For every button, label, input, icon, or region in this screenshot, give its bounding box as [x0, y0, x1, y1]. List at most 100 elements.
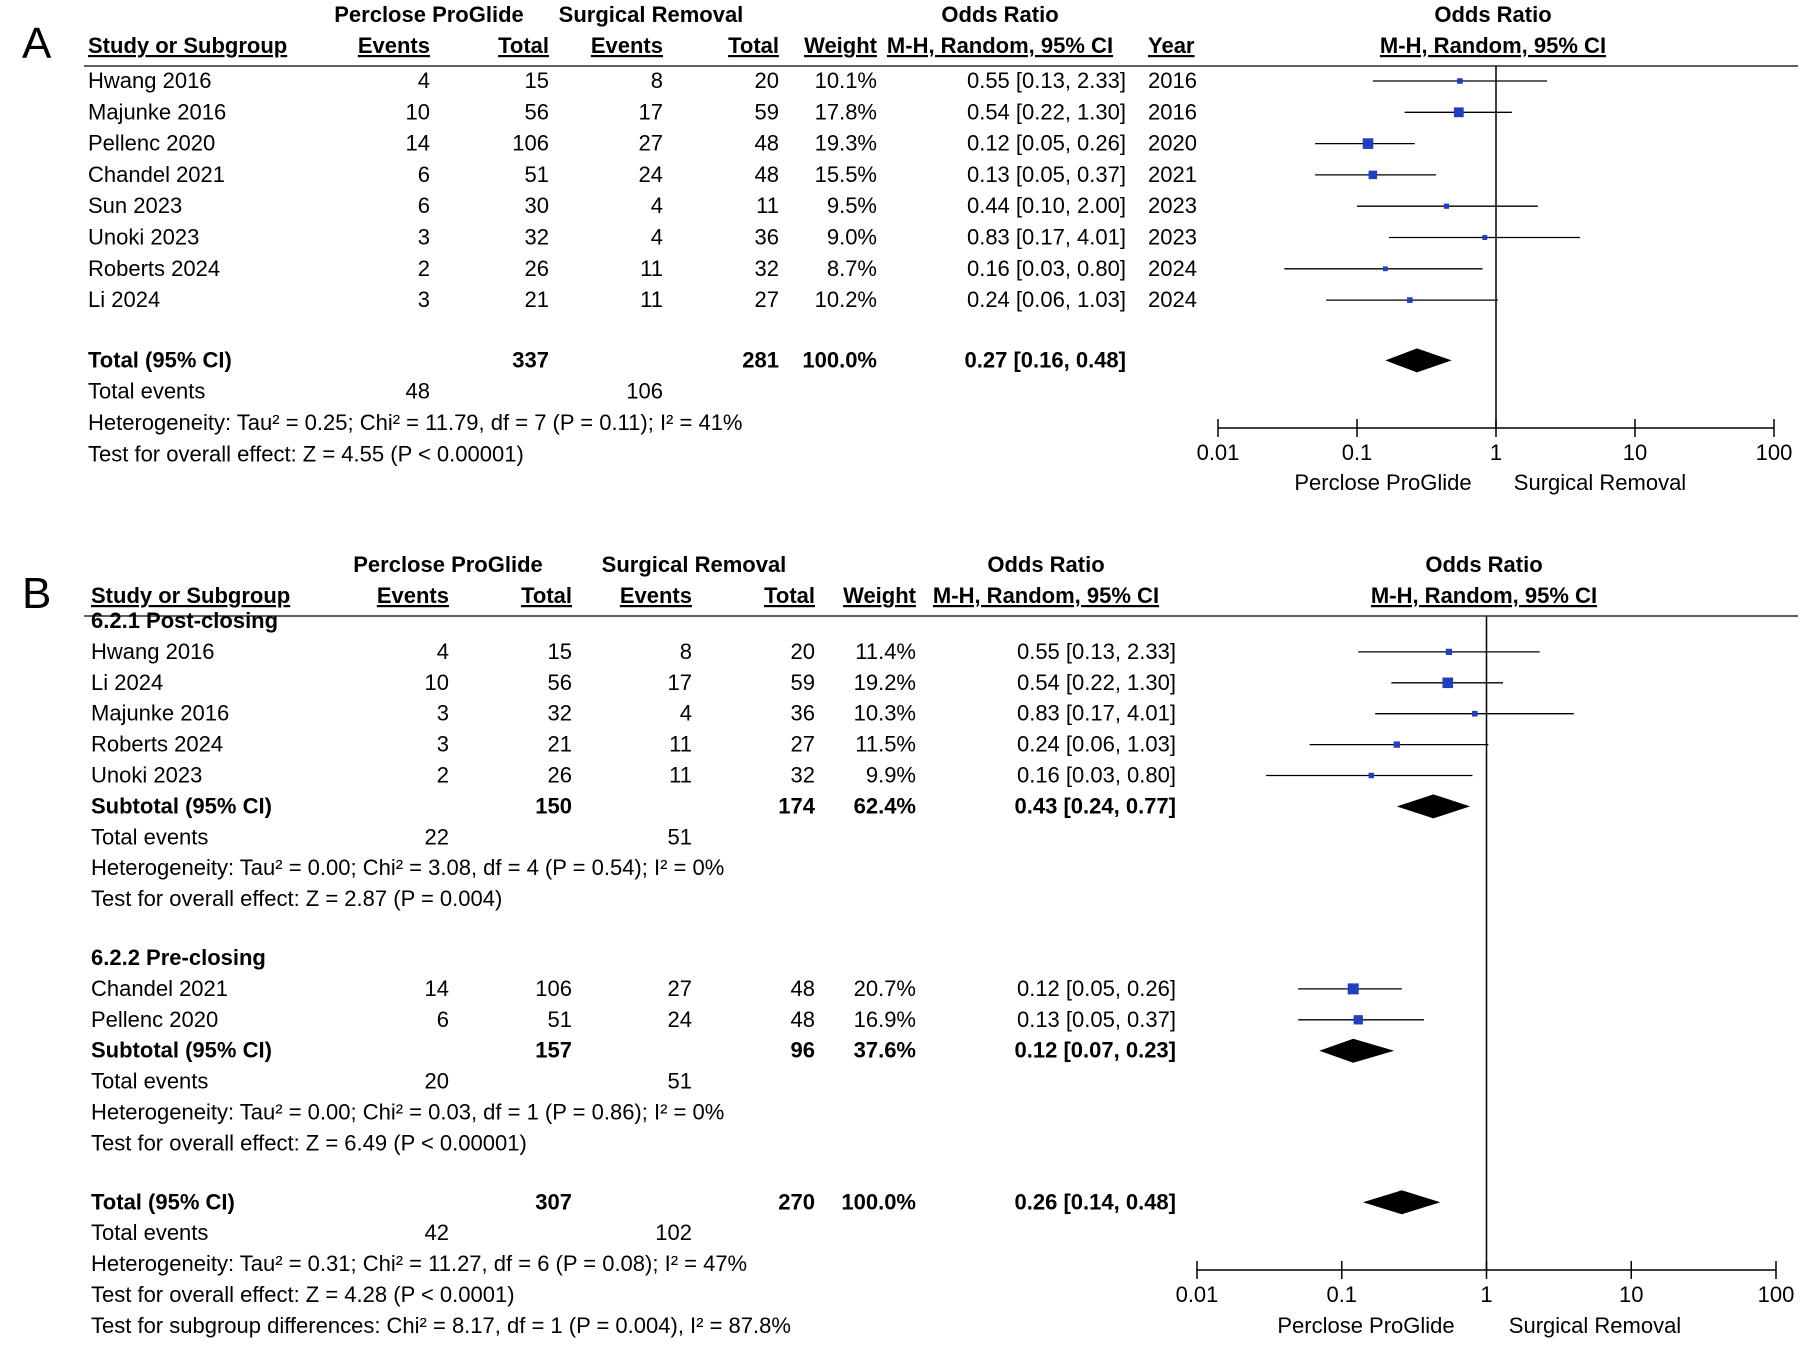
- total-events-label: Total events: [91, 1069, 208, 1094]
- study-events-c: 27: [668, 976, 692, 1001]
- pooled-estimate-diamond: [1362, 1190, 1441, 1215]
- events-e-header: Events: [377, 583, 449, 608]
- x-tick-label: 1: [1480, 1282, 1492, 1307]
- summary-note: Heterogeneity: Tau² = 0.00; Chi² = 3.08,…: [91, 855, 724, 880]
- study-total-e: 15: [548, 639, 572, 664]
- study-events-c: 24: [639, 162, 663, 187]
- study-weight: 9.0%: [827, 225, 877, 250]
- plot-method-header: M-H, Random, 95% CI: [1371, 583, 1597, 608]
- point-estimate-marker: [1471, 710, 1478, 717]
- summary-note: Test for overall effect: Z = 2.87 (P = 0…: [91, 886, 502, 911]
- pooled-ci-text: 0.26 [0.14, 0.48]: [1015, 1189, 1176, 1214]
- x-tick-label: 10: [1623, 440, 1647, 465]
- experimental-group-header: Perclose ProGlide: [353, 552, 543, 577]
- x-tick-label: 0.1: [1326, 1282, 1357, 1307]
- study-total-e: 51: [548, 1007, 572, 1032]
- pooled-total-c: 270: [778, 1189, 815, 1214]
- pooled-ci-text: 0.43 [0.24, 0.77]: [1015, 793, 1176, 818]
- study-events-c: 27: [639, 131, 663, 156]
- study-total-e: 32: [548, 701, 572, 726]
- study-events-c: 8: [680, 639, 692, 664]
- pooled-name: Total (95% CI): [88, 347, 232, 372]
- study-events-e: 3: [418, 225, 430, 250]
- year-header: Year: [1148, 33, 1195, 58]
- study-total-c: 11: [756, 193, 779, 218]
- study-events-e: 6: [437, 1007, 449, 1032]
- study-ci-text: 0.13 [0.05, 0.37]: [967, 162, 1126, 187]
- effect-method-header: M-H, Random, 95% CI: [887, 33, 1113, 58]
- total-events-label: Total events: [88, 379, 205, 404]
- study-weight: 11.4%: [855, 639, 916, 664]
- study-weight: 10.1%: [815, 68, 877, 93]
- study-ci-text: 0.55 [0.13, 2.33]: [967, 68, 1126, 93]
- weight-header: Weight: [843, 583, 917, 608]
- study-name: Pellenc 2020: [91, 1007, 218, 1032]
- study-ci-text: 0.24 [0.06, 1.03]: [967, 287, 1126, 312]
- study-year: 2021: [1148, 162, 1197, 187]
- study-name: Unoki 2023: [91, 763, 202, 788]
- study-ci-text: 0.83 [0.17, 4.01]: [967, 225, 1126, 250]
- study-events-e: 14: [425, 976, 449, 1001]
- study-weight: 11.5%: [855, 732, 916, 757]
- point-estimate-marker: [1453, 107, 1464, 118]
- x-tick-label: 0.01: [1176, 1282, 1219, 1307]
- forest-panel-a: A Perclose ProGlide Surgical Removal Odds R…: [22, 2, 1798, 495]
- study-total-c: 20: [755, 68, 779, 93]
- plot-method-header: M-H, Random, 95% CI: [1380, 33, 1606, 58]
- x-tick-label: 100: [1756, 440, 1793, 465]
- study-year: 2024: [1148, 256, 1197, 281]
- total-c-header: Total: [764, 583, 815, 608]
- pooled-total-e: 157: [535, 1038, 572, 1063]
- favours-left-label: Perclose ProGlide: [1294, 470, 1471, 495]
- study-total-c: 27: [755, 287, 779, 312]
- summary-note: Test for overall effect: Z = 6.49 (P < 0…: [91, 1130, 527, 1155]
- pooled-total-c: 96: [791, 1038, 815, 1063]
- study-ci-text: 0.44 [0.10, 2.00]: [967, 193, 1126, 218]
- total-events-e: 20: [425, 1069, 449, 1094]
- plot-column-header: Odds Ratio: [1434, 2, 1551, 27]
- study-events-e: 6: [418, 162, 430, 187]
- study-total-c: 32: [755, 256, 779, 281]
- study-events-c: 11: [640, 287, 663, 312]
- control-group-header: Surgical Removal: [602, 552, 787, 577]
- study-events-e: 3: [437, 701, 449, 726]
- point-estimate-marker: [1407, 297, 1413, 303]
- study-weight: 8.7%: [827, 256, 877, 281]
- x-tick-label: 1: [1490, 440, 1502, 465]
- effect-column-header: Odds Ratio: [987, 552, 1104, 577]
- study-year: 2020: [1148, 131, 1197, 156]
- study-total-c: 48: [755, 131, 779, 156]
- control-group-header: Surgical Removal: [559, 2, 744, 27]
- study-events-e: 6: [418, 193, 430, 218]
- study-weight: 16.9%: [854, 1007, 916, 1032]
- study-name: Majunke 2016: [91, 701, 229, 726]
- pooled-weight: 100.0%: [802, 347, 877, 372]
- study-name: Hwang 2016: [91, 639, 215, 664]
- study-name: Unoki 2023: [88, 225, 199, 250]
- study-total-e: 21: [525, 287, 549, 312]
- study-ci-text: 0.55 [0.13, 2.33]: [1017, 639, 1176, 664]
- study-total-c: 48: [755, 162, 779, 187]
- study-total-e: 106: [535, 976, 572, 1001]
- pooled-weight: 37.6%: [854, 1038, 916, 1063]
- study-name: Sun 2023: [88, 193, 182, 218]
- pooled-name: Subtotal (95% CI): [91, 793, 272, 818]
- pooled-ci-text: 0.12 [0.07, 0.23]: [1015, 1038, 1176, 1063]
- study-events-c: 11: [669, 763, 692, 788]
- study-events-e: 2: [437, 763, 449, 788]
- study-total-c: 36: [791, 701, 815, 726]
- total-events-e: 48: [406, 379, 430, 404]
- pooled-weight: 100.0%: [841, 1189, 916, 1214]
- point-estimate-marker: [1382, 266, 1388, 272]
- study-name: Chandel 2021: [88, 162, 225, 187]
- study-events-c: 11: [640, 256, 663, 281]
- study-total-c: 20: [791, 639, 815, 664]
- study-ci-text: 0.16 [0.03, 0.80]: [967, 256, 1126, 281]
- study-weight: 19.3%: [815, 131, 877, 156]
- x-tick-label: 10: [1619, 1282, 1643, 1307]
- study-events-c: 17: [668, 670, 692, 695]
- study-total-e: 32: [525, 225, 549, 250]
- pooled-total-c: 281: [742, 347, 779, 372]
- study-total-e: 51: [525, 162, 549, 187]
- study-ci-text: 0.83 [0.17, 4.01]: [1017, 701, 1176, 726]
